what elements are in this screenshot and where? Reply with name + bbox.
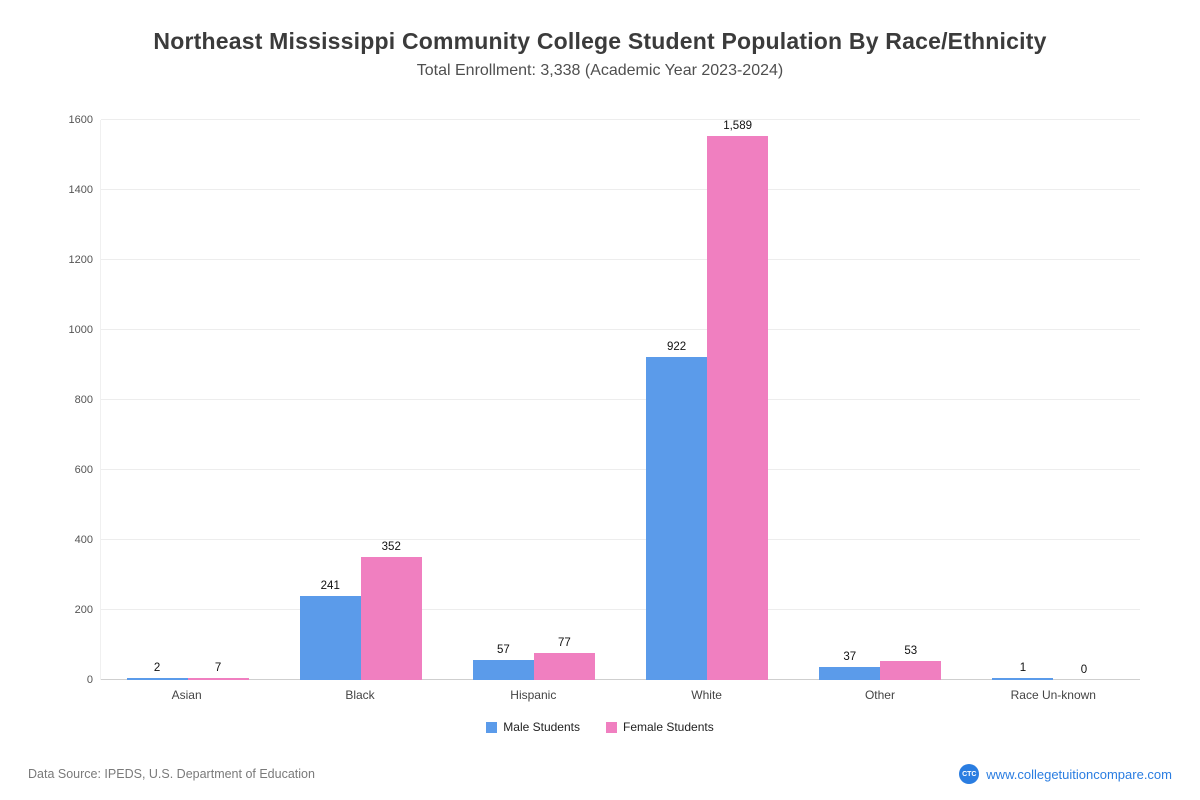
x-axis-label: Other <box>864 688 895 702</box>
bar <box>707 136 769 680</box>
legend-label: Male Students <box>503 720 580 734</box>
legend-label: Female Students <box>623 720 714 734</box>
bar-column: 2 <box>126 120 188 680</box>
bar-column: 53 <box>880 120 942 680</box>
ctc-logo-icon[interactable]: CTC <box>959 764 980 784</box>
chart-subtitle: Total Enrollment: 3,338 (Academic Year 2… <box>416 62 784 79</box>
footer: Data Source: IPEDS, U.S. Department of E… <box>28 764 1172 784</box>
bar-value-label: 57 <box>497 644 510 657</box>
bar-column: 241 <box>299 120 361 680</box>
site-link[interactable]: www.collegetuitioncompare.com <box>986 766 1172 782</box>
bar-column: 1,589 <box>707 120 769 680</box>
bar-value-label: 241 <box>320 579 340 592</box>
y-tick-label: 400 <box>74 534 93 546</box>
bar <box>126 678 188 680</box>
bar-column: 77 <box>533 120 595 680</box>
y-tick-label: 1200 <box>68 254 93 266</box>
x-axis-label: White <box>691 688 722 702</box>
bar-column: 7 <box>187 120 249 680</box>
bar-column: 1 <box>992 120 1054 680</box>
bar-column: 922 <box>646 120 708 680</box>
bar-value-label: 77 <box>558 637 571 650</box>
bar-column: 0 <box>1053 120 1114 680</box>
bar-value-label: 37 <box>843 651 857 664</box>
bar <box>646 357 708 680</box>
bar-group-other: 37 53 <box>794 120 967 680</box>
y-tick-label: 200 <box>74 604 93 616</box>
bar <box>819 667 881 680</box>
bar <box>880 661 942 680</box>
bar <box>187 677 249 680</box>
bar <box>299 595 361 680</box>
legend-swatch-icon <box>486 721 498 733</box>
bar-group-hispanic: 57 77 <box>447 120 620 680</box>
legend: Male Students Female Students <box>0 720 1200 734</box>
x-axis-label: Black <box>345 688 375 702</box>
bar <box>533 653 595 680</box>
gridline <box>101 259 1140 260</box>
bar-value-label: 922 <box>667 341 687 354</box>
bar-value-label: 0 <box>1080 664 1088 676</box>
chart-plot-area: 0 200 400 600 800 1000 1200 1400 1600 2 7 241 352 57 7… <box>69 114 1140 686</box>
bar-value-label: 1,589 <box>723 120 752 132</box>
gridline <box>101 329 1140 330</box>
plot-region: 0 200 400 600 800 1000 1200 1400 1600 2 7 241 352 57 7… <box>69 114 1140 686</box>
x-axis-labels: Asian Black Hispanic White Other Race Un-know… <box>100 688 1140 702</box>
bar-value-label: 53 <box>904 645 918 658</box>
gridline <box>101 399 1140 400</box>
y-tick-label: 0 <box>86 674 93 686</box>
bar <box>360 556 422 680</box>
bar-group-white: 922 1,589 <box>621 120 794 680</box>
x-axis-label: Asian <box>171 688 202 702</box>
legend-item: Female Students <box>606 720 714 734</box>
bar-column: 57 <box>472 120 534 680</box>
bar-column: 37 <box>819 120 881 680</box>
gridline <box>101 539 1140 540</box>
site-credit: CTC www.collegetuitioncompare.com <box>959 764 1172 784</box>
x-axis-label: Hispanic <box>510 688 557 702</box>
x-axis-baseline <box>101 679 1140 680</box>
y-tick-label: 1600 <box>68 114 93 126</box>
bar-value-label: 352 <box>381 540 401 553</box>
chart-title: Northeast Mississippi Community College … <box>153 28 1047 54</box>
data-source-note: Data Source: IPEDS, U.S. Department of E… <box>28 767 315 781</box>
y-tick-label: 1000 <box>68 324 93 336</box>
y-tick-label: 1400 <box>68 184 93 196</box>
bar-value-label: 7 <box>214 661 222 674</box>
bar-groups: 2 7 241 352 57 77 922 1,589 37 53 1 0 <box>101 120 1140 680</box>
gridline <box>101 469 1140 470</box>
gridline <box>101 609 1140 610</box>
y-tick-label: 600 <box>74 464 93 476</box>
bar <box>472 660 534 680</box>
y-tick-label: 800 <box>74 394 93 406</box>
bar-value-label: 2 <box>153 662 161 674</box>
gridline <box>101 189 1140 190</box>
bar-value-label: 1 <box>1019 662 1027 674</box>
bar-column: 352 <box>360 120 422 680</box>
gridline <box>101 119 1140 120</box>
legend-item: Male Students <box>486 720 580 734</box>
bar <box>992 678 1054 680</box>
x-axis-label: Race Un-known <box>1010 688 1096 702</box>
bar-group-black: 241 352 <box>274 120 447 680</box>
legend-swatch-icon <box>606 721 617 733</box>
